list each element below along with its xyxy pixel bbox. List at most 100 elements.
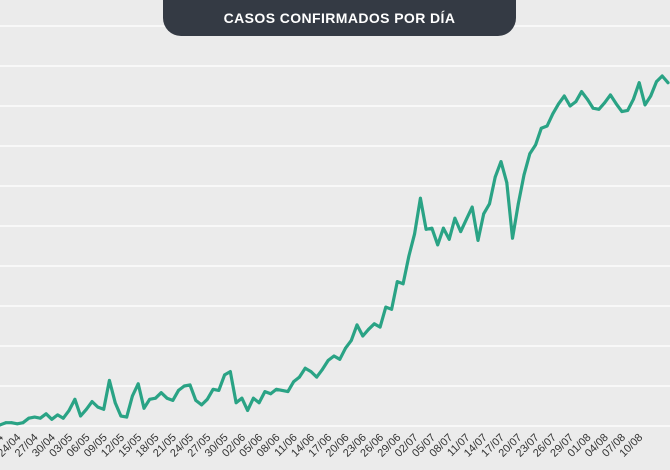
data-point [205, 397, 209, 401]
data-point [384, 305, 388, 309]
data-point [298, 375, 301, 379]
data-point [372, 322, 376, 326]
data-point [61, 416, 65, 420]
data-point [378, 325, 382, 329]
data-point [349, 339, 353, 342]
data-point [102, 407, 106, 411]
data-point [252, 396, 255, 400]
data-point [79, 414, 82, 418]
data-point [171, 399, 175, 402]
grid-lines [0, 25, 670, 427]
data-point [591, 106, 595, 110]
data-point [38, 416, 42, 420]
data-point [332, 354, 336, 358]
data-point [246, 409, 250, 412]
data-point [419, 196, 422, 200]
data-point [194, 399, 198, 402]
data-point [666, 81, 670, 85]
data-point [390, 307, 393, 311]
data-point [217, 389, 221, 392]
data-point [637, 81, 641, 85]
data-point [586, 97, 589, 101]
data-point [44, 412, 48, 416]
data-point [303, 366, 307, 370]
data-point [580, 90, 583, 93]
data-point [609, 93, 612, 97]
data-point [643, 103, 647, 107]
data-point [470, 205, 474, 209]
data-point [263, 390, 267, 393]
data-point [182, 384, 186, 388]
data-point [493, 175, 497, 179]
data-point [562, 94, 566, 98]
data-point [240, 396, 244, 400]
data-point [597, 107, 601, 111]
data-point [0, 423, 2, 427]
data-point [453, 216, 457, 220]
data-point [355, 323, 359, 327]
data-point [522, 173, 526, 177]
data-point [660, 74, 664, 78]
data-point [257, 401, 261, 405]
data-point [165, 396, 169, 400]
data-point [551, 112, 555, 116]
data-point [315, 375, 319, 379]
data-point [177, 389, 180, 392]
data-point [614, 102, 618, 106]
data-point [499, 160, 503, 164]
chart-title: CASOS CONFIRMADOS POR DÍA [223, 10, 456, 26]
data-point [516, 202, 520, 206]
data-point [568, 104, 572, 108]
data-point [136, 382, 140, 386]
data-point [603, 101, 607, 105]
data-point [545, 124, 549, 128]
data-point [436, 243, 440, 247]
data-point [85, 407, 88, 411]
data-point [73, 397, 77, 401]
data-point [528, 152, 532, 156]
data-point [269, 392, 273, 396]
data-point [50, 417, 54, 421]
data-point [292, 380, 296, 383]
data-point [159, 391, 163, 395]
data-point [56, 413, 59, 417]
data-point [655, 80, 658, 83]
data-point [361, 334, 365, 338]
data-point [154, 396, 157, 400]
x-axis-tick-labels: 21/0424/0427/0430/0403/0506/0509/0512/05… [0, 432, 645, 460]
data-point [344, 346, 347, 350]
data-point [488, 202, 491, 206]
data-point [113, 401, 117, 405]
data-point [131, 394, 134, 398]
data-point [407, 254, 411, 258]
data-point [223, 373, 227, 377]
data-point [280, 389, 284, 392]
data-point [67, 409, 71, 412]
data-point [442, 226, 445, 230]
data-point [309, 370, 313, 373]
data-point [413, 232, 416, 236]
data-point [459, 230, 463, 234]
data-point [148, 397, 152, 401]
data-point [649, 94, 653, 98]
data-point [234, 401, 238, 405]
data-point [476, 239, 480, 242]
data-point [574, 100, 578, 103]
data-point [125, 415, 129, 419]
data-point [286, 390, 290, 393]
data-point [424, 227, 428, 231]
data-point [108, 379, 111, 382]
data-point [465, 217, 468, 221]
data-point [632, 97, 635, 101]
data-point [539, 126, 543, 130]
data-points [0, 74, 670, 427]
data-point [119, 414, 123, 418]
data-point [321, 367, 324, 371]
data-point [96, 405, 100, 409]
data-point [228, 370, 232, 373]
data-point [275, 387, 278, 391]
data-point [33, 415, 36, 419]
data-point [534, 143, 537, 147]
data-point [367, 327, 370, 331]
data-point [4, 421, 8, 425]
